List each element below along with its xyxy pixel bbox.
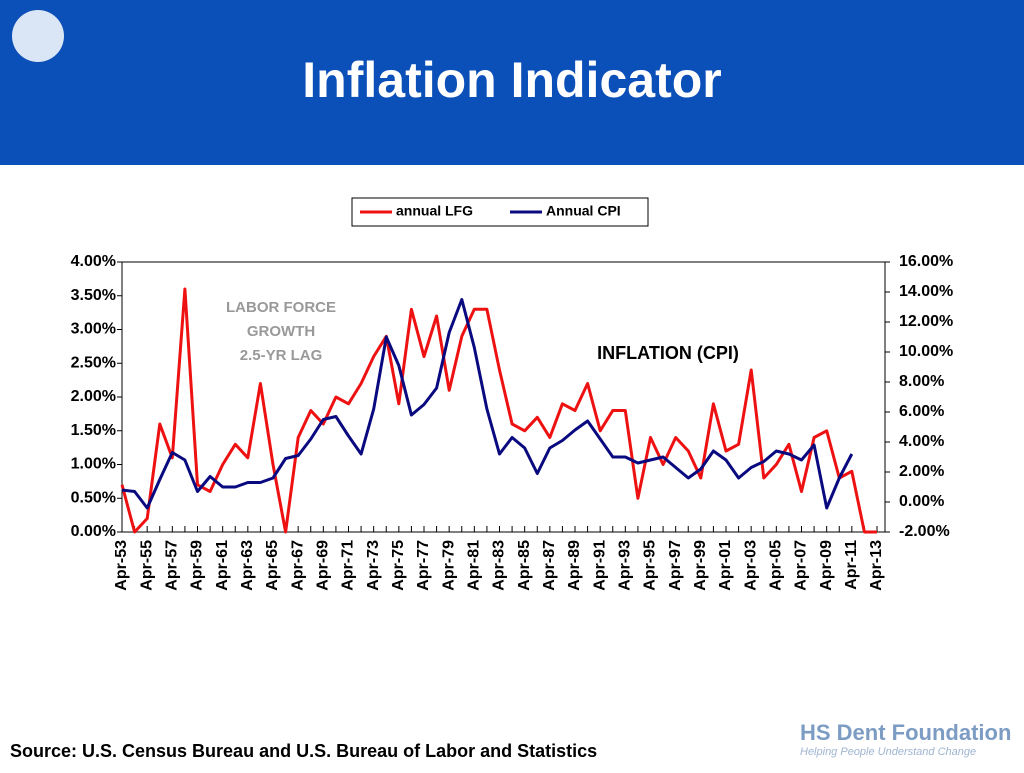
x-tick-label: Apr-05 (768, 540, 785, 591)
x-tick-label: Apr-71 (340, 540, 357, 591)
y2-tick-label: 0.00% (899, 493, 944, 510)
x-tick-label: Apr-63 (239, 540, 256, 591)
y-tick-label: 0.00% (71, 523, 116, 540)
annotation: 2.5-YR LAG (240, 347, 323, 364)
series-line (121, 298, 854, 510)
x-tick-label: Apr-09 (818, 540, 835, 591)
y-tick-label: 2.50% (71, 354, 116, 371)
x-tick-label: Apr-95 (642, 540, 659, 591)
x-tick-label: Apr-93 (617, 540, 634, 591)
x-tick-label: Apr-07 (793, 540, 810, 591)
x-tick-label: Apr-69 (315, 540, 332, 591)
slide-title: Inflation Indicator (302, 52, 721, 108)
x-tick-label: Apr-81 (466, 540, 483, 591)
x-tick-label: Apr-85 (516, 540, 533, 591)
annotation: LABOR FORCE (226, 299, 336, 316)
x-tick-label: Apr-83 (491, 540, 508, 591)
y-tick-label: 4.00% (71, 253, 116, 270)
x-tick-label: Apr-03 (742, 540, 759, 591)
x-tick-label: Apr-75 (390, 540, 407, 591)
series-line (120, 287, 877, 534)
x-tick-label: Apr-01 (717, 540, 734, 591)
header-bar (0, 0, 1024, 165)
x-tick-label: Apr-11 (843, 540, 860, 590)
x-tick-label: Apr-13 (868, 540, 885, 591)
plot-area (121, 261, 886, 533)
y2-tick-label: 6.00% (899, 403, 944, 420)
x-tick-label: Apr-55 (138, 540, 155, 591)
legend-label: annual LFG (396, 203, 473, 219)
y2-tick-label: 14.00% (899, 283, 953, 300)
x-tick-label: Apr-77 (415, 540, 432, 591)
x-tick-label: Apr-79 (440, 540, 457, 591)
y2-tick-label: 16.00% (899, 253, 953, 270)
x-tick-label: Apr-97 (667, 540, 684, 591)
annotation: GROWTH (247, 323, 315, 340)
x-tick-label: Apr-65 (264, 540, 281, 591)
annotation: INFLATION (CPI) (597, 343, 739, 363)
x-tick-label: Apr-59 (189, 540, 206, 591)
y2-tick-label: 8.00% (899, 373, 944, 390)
logo (12, 10, 64, 62)
source-note: Source: U.S. Census Bureau and U.S. Bure… (10, 741, 597, 761)
y-tick-label: 2.00% (71, 388, 116, 405)
x-tick-label: Apr-53 (113, 540, 130, 591)
y-tick-label: 0.50% (71, 489, 116, 506)
y-tick-label: 1.50% (71, 422, 116, 439)
y2-tick-label: 10.00% (899, 343, 953, 360)
y-tick-label: 3.50% (71, 287, 116, 304)
x-tick-label: Apr-61 (214, 540, 231, 591)
legend (351, 197, 649, 227)
y-tick-label: 1.00% (71, 456, 116, 473)
x-tick-label: Apr-67 (289, 540, 306, 591)
brand: HS Dent Foundation (800, 720, 1011, 745)
y2-tick-label: 4.00% (899, 433, 944, 450)
y2-tick-label: -2.00% (899, 523, 950, 540)
x-tick-label: Apr-73 (365, 540, 382, 591)
y-tick-label: 3.00% (71, 321, 116, 338)
y2-tick-label: 2.00% (899, 463, 944, 480)
x-tick-label: Apr-89 (566, 540, 583, 591)
x-tick-label: Apr-57 (164, 540, 181, 591)
tagline: Helping People Understand Change (800, 746, 976, 758)
y2-tick-label: 12.00% (899, 313, 953, 330)
legend-label: Annual CPI (546, 203, 621, 219)
x-tick-label: Apr-99 (692, 540, 709, 591)
x-tick-label: Apr-87 (541, 540, 558, 591)
x-tick-label: Apr-91 (591, 540, 608, 591)
